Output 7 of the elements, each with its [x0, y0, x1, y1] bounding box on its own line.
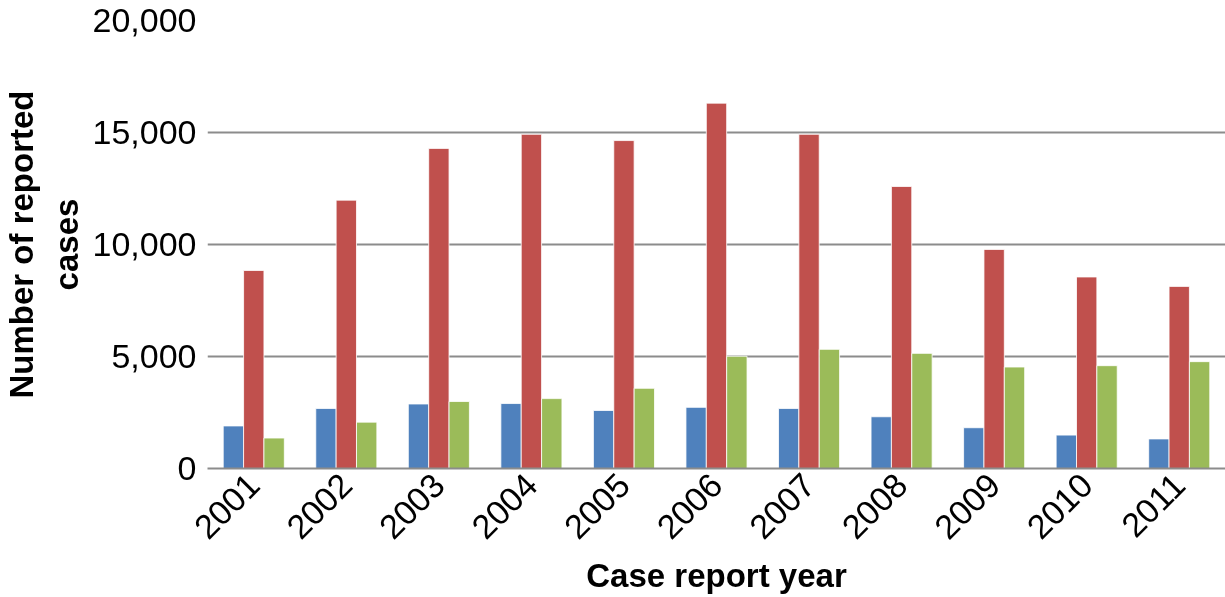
y-tick-label: 15,000: [92, 113, 197, 151]
y-axis-title: Number of reported cases: [3, 90, 85, 399]
x-axis-title: Case report year: [586, 557, 847, 595]
y-tick-label: 20,000: [92, 1, 197, 39]
y-tick-label: 0: [177, 449, 197, 487]
y-tick-label: 10,000: [92, 225, 197, 263]
y-tick-label: 5,000: [111, 337, 197, 375]
